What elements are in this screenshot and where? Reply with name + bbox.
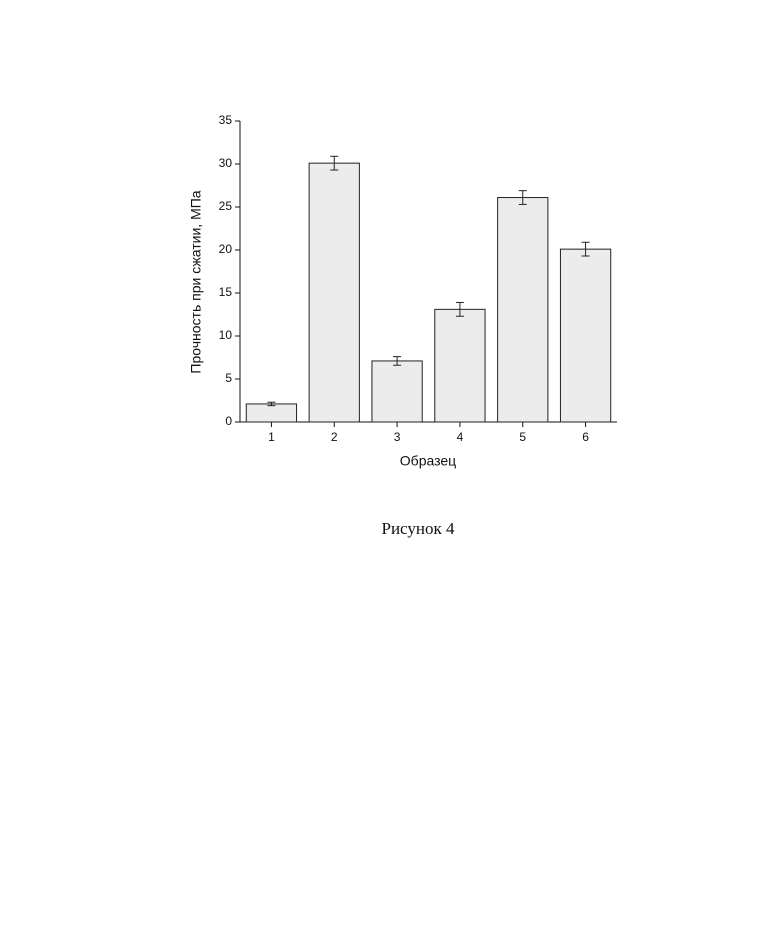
x-tick-label: 2 <box>331 430 338 444</box>
y-tick-label: 30 <box>219 156 233 170</box>
x-tick-label: 5 <box>519 430 526 444</box>
bar <box>309 163 359 422</box>
y-tick-label: 5 <box>225 371 232 385</box>
y-tick-label: 10 <box>219 328 233 342</box>
y-axis-title: Прочность при сжатии, МПа <box>188 190 204 373</box>
x-axis-title: Образец <box>400 453 456 469</box>
y-tick-label: 20 <box>219 242 233 256</box>
y-tick-label: 15 <box>219 285 233 299</box>
x-tick-label: 6 <box>582 430 589 444</box>
x-tick-label: 3 <box>394 430 401 444</box>
bar <box>498 198 548 422</box>
chart: Рисунок 4 Образец Прочность при сжатии, … <box>0 0 780 936</box>
figure-caption: Рисунок 4 <box>382 519 455 538</box>
bar <box>246 404 296 422</box>
page: {"chart_data": {"type": "bar", "caption"… <box>0 0 780 936</box>
y-tick-label: 0 <box>225 414 232 428</box>
bar <box>560 249 610 422</box>
bar <box>435 309 485 422</box>
y-tick-label: 25 <box>219 199 233 213</box>
x-tick-label: 1 <box>268 430 275 444</box>
x-tick-label: 4 <box>457 430 464 444</box>
bar <box>372 361 422 422</box>
y-tick-label: 35 <box>219 113 233 127</box>
